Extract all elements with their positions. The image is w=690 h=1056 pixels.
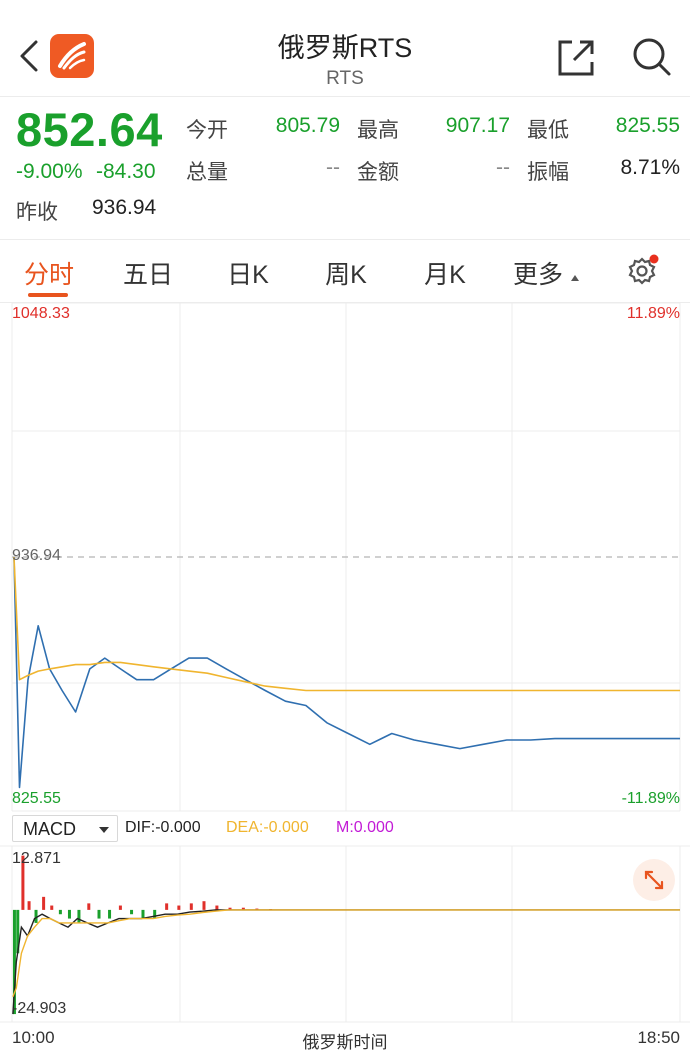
page-subtitle: RTS — [326, 68, 364, 89]
prev-close-value: 936.94 — [92, 196, 157, 219]
tab-more[interactable]: 更多 — [512, 261, 563, 289]
macd-bar-1 — [16, 909, 20, 954]
amount-value: -- — [496, 156, 510, 179]
macd-bar-23 — [241, 907, 245, 910]
macd-chart-grid — [0, 845, 690, 1023]
gear-icon[interactable] — [624, 254, 660, 290]
change-percent: -9.00% — [16, 160, 83, 183]
low-label: 最低 — [527, 119, 569, 142]
price-axis-high: 1048.33 — [12, 305, 70, 322]
page-title: 俄罗斯RTS — [277, 33, 413, 63]
macd-bar-5 — [42, 896, 46, 910]
price-axis-ref: 936.94 — [12, 547, 61, 564]
low-value: 825.55 — [615, 114, 680, 137]
macd-bar-20 — [202, 901, 206, 910]
m-value: M:0.000 — [336, 819, 394, 836]
dif-value: DIF:-0.000 — [125, 819, 201, 836]
price-line — [13, 556, 680, 789]
tab-intraday[interactable]: 分时 — [23, 261, 74, 289]
open-value: 805.79 — [275, 114, 340, 137]
volume-value: -- — [326, 156, 340, 179]
dropdown-caret-icon — [99, 827, 109, 833]
macd-axis-low: -24.903 — [12, 1000, 67, 1017]
active-tab-underline — [28, 293, 68, 297]
macd-bar-11 — [97, 909, 101, 919]
amount-label: 金额 — [357, 161, 399, 184]
dea-line — [12, 909, 680, 997]
macd-bar-8 — [67, 909, 71, 919]
tab-five-day[interactable]: 五日 — [122, 261, 173, 289]
macd-bar-13 — [118, 905, 122, 910]
dea-value: DEA:-0.000 — [226, 819, 309, 836]
macd-bar-2 — [21, 855, 25, 910]
macd-bar-17 — [165, 903, 169, 910]
expand-arrows-icon[interactable] — [633, 859, 675, 901]
change-value: -84.30 — [96, 160, 156, 183]
price-chart-grid — [11, 302, 681, 812]
app-logo-icon — [50, 34, 94, 78]
caret-down-icon — [571, 275, 579, 281]
macd-bar-12 — [108, 909, 112, 919]
pct-axis-low: -11.89% — [621, 790, 680, 807]
high-label: 最高 — [357, 119, 399, 142]
macd-bar-18 — [177, 905, 181, 910]
high-value: 907.17 — [445, 114, 510, 137]
macd-bar-6 — [50, 905, 54, 910]
macd-axis-high: 12.871 — [12, 850, 61, 867]
tab-monthly-k[interactable]: 月K — [424, 261, 466, 289]
open-label: 今开 — [186, 119, 228, 142]
summary-divider — [0, 239, 690, 240]
macd-bar-9 — [77, 909, 81, 923]
macd-bar-15 — [141, 909, 145, 919]
pct-axis-high: 11.89% — [626, 305, 680, 322]
macd-bar-19 — [189, 903, 193, 910]
macd-bar-10 — [87, 903, 91, 910]
indicator-select-label: MACD — [23, 819, 76, 839]
macd-bar-4 — [34, 909, 38, 923]
macd-bar-14 — [130, 909, 134, 915]
price-axis-low: 825.55 — [12, 790, 61, 807]
time-axis-start: 10:00 — [12, 1028, 55, 1047]
chevron-left-icon[interactable] — [14, 36, 46, 76]
share-icon[interactable] — [556, 38, 596, 78]
time-axis-title: 俄罗斯时间 — [302, 1033, 388, 1052]
avg-price-line — [13, 556, 680, 692]
tab-daily-k[interactable]: 日K — [227, 261, 269, 289]
macd-bar-7 — [58, 909, 62, 915]
search-icon[interactable] — [632, 37, 672, 77]
macd-bar-3 — [27, 901, 31, 910]
indicator-select[interactable]: MACD — [12, 815, 118, 842]
macd-bar-0 — [12, 909, 16, 1015]
volume-label: 总量 — [186, 161, 228, 184]
macd-bar-21 — [215, 905, 219, 910]
tab-weekly-k[interactable]: 周K — [325, 261, 367, 289]
amplitude-label: 振幅 — [527, 161, 569, 184]
price-chart-series — [13, 556, 680, 789]
prev-close-label: 昨收 — [16, 201, 58, 224]
macd-bar-16 — [153, 909, 157, 919]
last-price: 852.64 — [16, 103, 163, 156]
header-divider — [0, 96, 690, 97]
macd-chart-series — [12, 855, 680, 1015]
time-axis-end: 18:50 — [637, 1028, 680, 1047]
amplitude-value: 8.71% — [620, 156, 680, 179]
macd-bar-22 — [228, 907, 232, 910]
